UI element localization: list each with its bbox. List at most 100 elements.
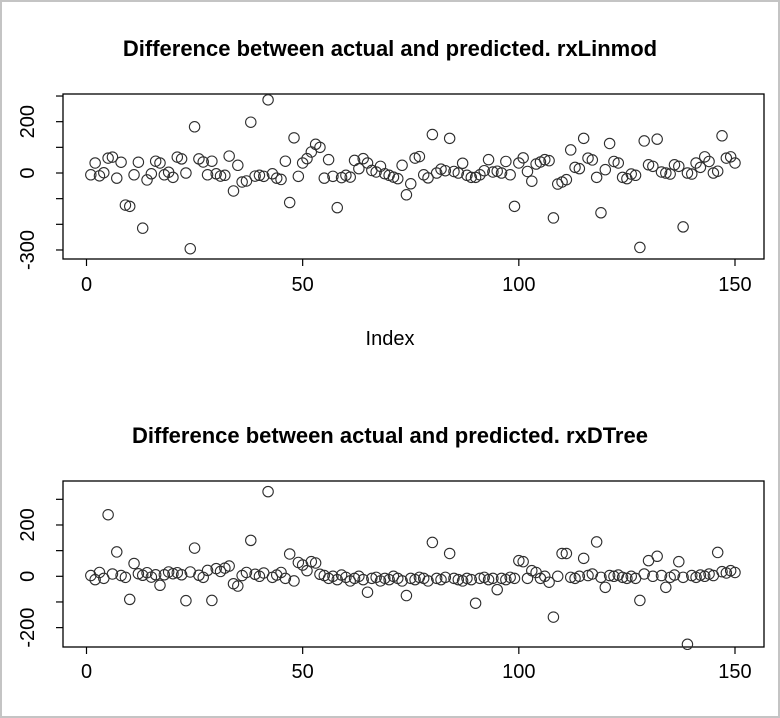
data-point [560,547,573,560]
chart-title-rxdtree: Difference between actual and predicted.… [132,423,648,448]
data-point [448,572,460,585]
data-point [318,172,331,184]
data-point [175,153,188,165]
data-point [314,141,326,154]
data-point [201,564,214,577]
data-point [603,137,616,150]
data-point [513,554,525,567]
data-point [288,575,300,587]
data-point [681,167,694,179]
data-point [301,152,313,165]
data-point [599,163,612,176]
data-point [703,155,715,168]
data-point [245,534,257,547]
data-point [123,593,136,606]
data-point [275,566,287,579]
data-point [85,169,97,181]
data-point [232,159,244,172]
data-point [219,169,231,182]
data-point [361,586,374,598]
data-point [456,157,469,169]
data-point [430,572,443,585]
data-point [292,170,305,183]
data-point [206,594,218,607]
data-point [539,570,551,583]
data-point [154,579,166,592]
data-point [331,201,344,214]
data-point [487,166,499,178]
data-point [296,157,309,169]
data-point [149,569,162,581]
data-point [115,156,127,168]
data-point [270,172,283,184]
data-point [504,571,516,584]
data-point [392,172,404,185]
x-tick-label: 150 [718,274,751,296]
data-point [327,170,339,183]
data-point [89,157,101,169]
data-point [608,570,620,583]
data-point [404,572,417,585]
data-point [595,207,607,219]
data-point [305,555,318,568]
data-point [560,173,573,186]
data-point [93,566,106,579]
data-point [396,159,408,172]
data-point [141,174,153,186]
data-point [240,175,253,187]
data-point [400,189,413,201]
data-point [487,572,499,585]
data-point [223,150,235,162]
data-point [167,171,179,184]
data-point [694,569,707,581]
data-point [729,566,741,579]
data-point [413,150,426,163]
data-point [206,155,218,167]
data-point [123,200,136,213]
data-point [482,153,495,166]
data-point [322,153,335,166]
x-tick-label: 50 [292,661,314,683]
data-point [400,589,413,602]
data-point [141,566,153,579]
data-point [508,572,521,585]
data-point [634,241,646,254]
data-point [443,132,456,145]
data-point [638,135,650,147]
data-point [85,569,97,582]
data-point [175,569,188,581]
data-point [647,570,659,583]
data-point [443,547,456,560]
data-point [595,571,607,584]
data-point [366,572,378,585]
x-axis-label-index: Index [365,328,415,350]
data-point [517,555,529,568]
data-point [474,169,486,181]
data-point [240,566,253,579]
data-point [599,581,612,594]
x-tick-label: 100 [502,274,535,296]
data-point [612,157,625,169]
data-point [353,162,365,175]
data-point [439,164,452,177]
data-point [266,168,279,180]
data-point [258,170,270,183]
data-point [569,161,581,174]
data-point [504,169,516,181]
data-point [547,212,560,224]
data-point [517,152,529,164]
data-point [188,542,201,554]
data-point [119,571,132,584]
data-point [452,167,465,179]
data-point [634,594,646,607]
data-point [677,571,689,584]
data-point [655,569,668,582]
data-point [201,169,214,181]
data-point [573,570,586,583]
data-point [556,547,568,560]
data-point [660,167,672,179]
data-point [404,178,417,190]
data-point [590,536,603,548]
data-point [564,571,577,584]
data-point [145,168,158,180]
